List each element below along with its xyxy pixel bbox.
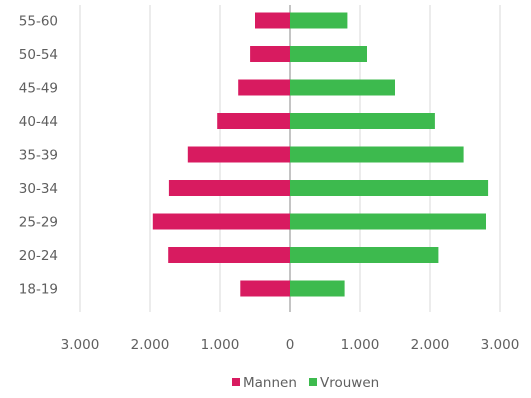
bar-vrouwen [290,280,345,297]
x-tick-label: 1.000 [341,337,380,353]
legend-swatch-vrouwen [309,378,317,386]
legend: Mannen Vrouwen [232,375,379,391]
y-tick-label: 25-29 [19,215,58,231]
bar-vrouwen [290,247,439,263]
bar-mannen [238,79,290,96]
x-axis-labels: 3.000 2.000 1.000 0 1.000 2.000 3.000 [61,337,520,353]
bar-vrouwen [290,213,486,230]
bar-mannen [187,146,290,163]
x-tick-label: 1.000 [201,337,240,353]
bar-vrouwen [290,79,395,96]
legend-label-mannen: Mannen [243,375,297,391]
y-tick-label: 20-24 [19,248,58,264]
y-axis-labels: 55-60 50-54 45-49 40-44 35-39 30-34 25-29 20-24… [19,14,58,298]
x-tick-label: 2.000 [411,337,450,353]
bar-vrouwen [290,180,489,196]
y-tick-label: 18-19 [19,282,58,298]
legend-label-vrouwen: Vrouwen [320,375,379,391]
bar-mannen [168,180,290,196]
y-tick-label: 35-39 [19,148,58,164]
bar-mannen [250,46,290,62]
bar-vrouwen [290,113,435,129]
legend-swatch-mannen [232,378,240,386]
x-tick-label: 3.000 [481,337,520,353]
y-tick-label: 30-34 [19,181,58,197]
bar-vrouwen [290,46,367,62]
bar-vrouwen [290,12,348,29]
bar-mannen [217,113,290,129]
bars [152,12,489,297]
y-tick-label: 45-49 [19,81,58,97]
x-tick-label: 2.000 [131,337,170,353]
bar-vrouwen [290,146,464,163]
bar-mannen [255,12,290,29]
x-tick-label: 0 [286,337,295,353]
y-tick-label: 55-60 [19,14,58,30]
y-tick-label: 50-54 [19,47,58,63]
y-tick-label: 40-44 [19,114,58,130]
x-tick-label: 3.000 [61,337,100,353]
bar-mannen [152,213,290,230]
bar-mannen [168,247,290,263]
bar-mannen [240,280,290,297]
